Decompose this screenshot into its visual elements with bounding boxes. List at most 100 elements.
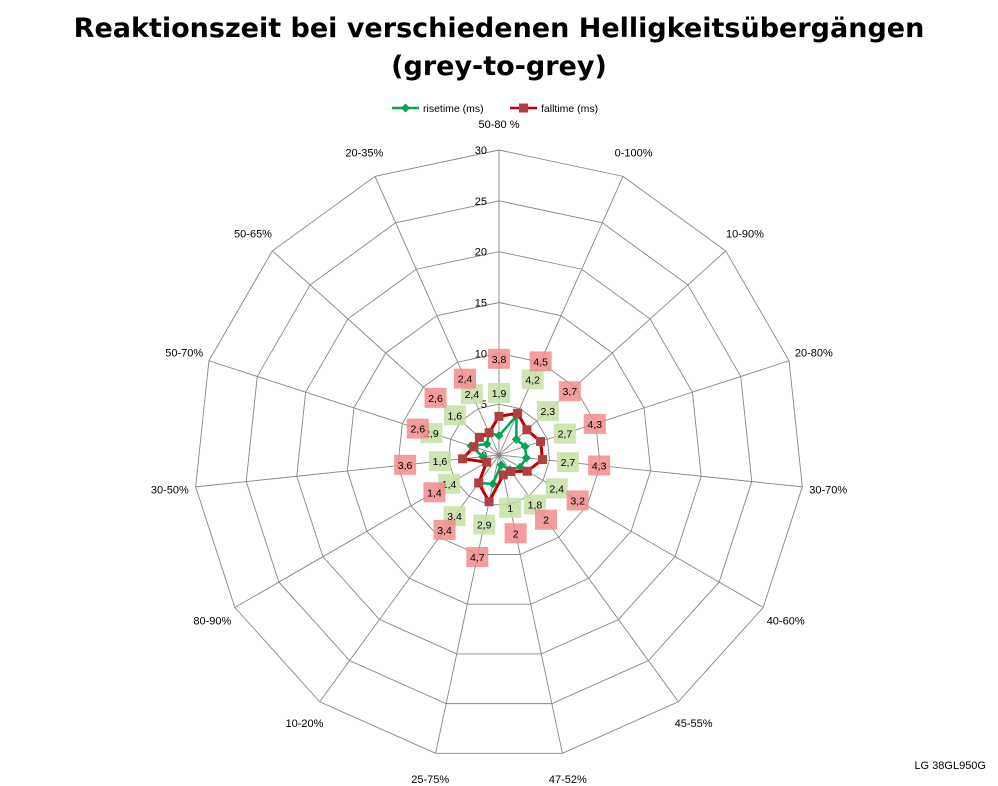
data-label: 2,6: [428, 393, 443, 405]
data-label-bg: [488, 348, 510, 369]
data-label-bg: [406, 418, 429, 439]
axis-spoke: [498, 454, 764, 608]
tick-label: 5: [481, 399, 487, 411]
data-point: [537, 455, 547, 465]
category-label: 10-20%: [285, 718, 323, 730]
data-point: [520, 442, 530, 452]
data-label: 4,2: [525, 374, 540, 386]
category-label: 30-50%: [151, 485, 189, 497]
data-label-bg: [423, 482, 446, 503]
grid-ring: [346, 302, 652, 605]
data-label-bg: [566, 490, 589, 511]
legend-marker: [519, 103, 528, 113]
data-label-bg: [535, 509, 558, 530]
legend-label: risetime (ms): [423, 103, 484, 115]
data-point: [513, 408, 523, 418]
series-line: [469, 414, 528, 486]
category-label: 25-75%: [411, 774, 449, 786]
data-point: [488, 479, 498, 489]
data-label-bg: [428, 451, 451, 472]
data-point: [536, 436, 546, 446]
data-label-bg: [473, 514, 496, 535]
data-label-bg: [488, 382, 510, 403]
axis-spoke: [498, 250, 726, 456]
series-line: [461, 411, 544, 504]
data-point: [494, 411, 504, 421]
data-label-bg: [521, 369, 544, 390]
data-label-bg: [453, 368, 476, 389]
data-point: [484, 428, 494, 438]
data-label: 1,4: [427, 487, 442, 499]
tick-label: 15: [475, 298, 487, 310]
data-label-bg: [460, 384, 483, 405]
data-label: 4,7: [470, 552, 485, 564]
grid-ring: [296, 251, 702, 655]
data-label: 1,8: [528, 500, 543, 512]
category-label: 30-70%: [809, 485, 847, 497]
data-label: 3,8: [492, 354, 507, 366]
data-label: 2,9: [477, 520, 492, 532]
data-label-bg: [558, 381, 581, 402]
category-label: 20-80%: [795, 348, 833, 360]
data-label: 2,4: [458, 374, 473, 386]
data-point: [522, 466, 532, 476]
data-label: 2,6: [410, 424, 425, 436]
data-point: [482, 439, 492, 449]
data-label-bg: [556, 452, 579, 473]
data-point: [521, 453, 531, 463]
data-point: [496, 460, 506, 470]
data-point: [522, 425, 532, 435]
data-label: 3,2: [570, 495, 585, 507]
grid-ring: [397, 352, 601, 555]
axis-spoke: [498, 360, 790, 456]
legend-label: falltime (ms): [541, 103, 598, 115]
grid-ring: [195, 149, 803, 754]
data-point: [474, 478, 484, 488]
category-label: 0-100%: [615, 148, 653, 160]
axis-spoke: [319, 454, 500, 703]
data-label: 2: [543, 515, 549, 527]
data-point: [498, 470, 508, 480]
data-point: [484, 497, 494, 507]
axis-spoke: [498, 176, 624, 456]
data-label-bg: [529, 351, 552, 372]
data-label: 1,9: [492, 388, 507, 400]
data-label: 3,4: [437, 525, 452, 537]
data-label-bg: [499, 497, 522, 518]
category-label: 10-90%: [726, 229, 764, 241]
axis-spoke: [208, 360, 500, 456]
chart-title: Reaktionszeit bei verschiedenen Helligke…: [0, 10, 998, 86]
data-label-bg: [443, 405, 466, 426]
grid-ring: [447, 403, 551, 506]
data-label: 2,7: [561, 457, 576, 469]
data-point: [482, 457, 492, 467]
tick-label: 20: [475, 247, 487, 259]
data-label: 2,4: [465, 389, 480, 401]
chart-title-line2: (grey-to-grey): [391, 51, 607, 82]
axis-spoke: [498, 454, 679, 703]
data-label: 2,3: [541, 406, 556, 418]
data-label-bg: [433, 519, 456, 540]
data-label-bg: [424, 387, 447, 408]
data-label: 3,7: [563, 386, 578, 398]
grid-ring: [245, 200, 753, 705]
data-label: 2: [513, 528, 519, 540]
value-labels: 1,94,22,32,72,72,41,812,93,41,41,62,91,6…: [394, 348, 611, 568]
data-label: 1: [507, 503, 513, 515]
axis-spoke: [498, 454, 803, 488]
category-label: 40-60%: [767, 616, 805, 628]
data-label-bg: [394, 454, 417, 475]
legend: risetime (ms) falltime (ms): [392, 103, 598, 115]
tick-label: 25: [475, 196, 487, 208]
category-label: 47-52%: [549, 774, 587, 786]
category-label: 45-55%: [675, 718, 713, 730]
data-point: [511, 434, 521, 444]
data-label-bg: [545, 478, 568, 499]
data-label-bg: [553, 423, 576, 444]
data-point: [469, 442, 479, 452]
data-label: 1,6: [433, 456, 448, 468]
data-point: [515, 462, 525, 472]
category-label: 50-70%: [165, 348, 203, 360]
tick-label: 10: [475, 348, 487, 360]
